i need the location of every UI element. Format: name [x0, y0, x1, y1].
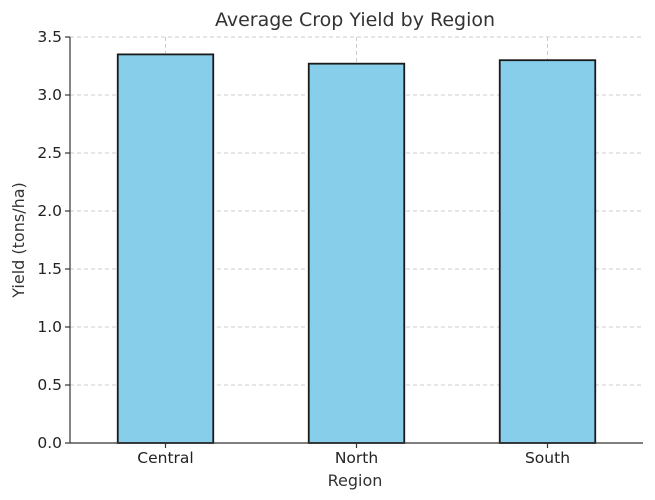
- y-tick-label: 3.5: [37, 28, 62, 46]
- y-tick-label: 3.0: [37, 86, 62, 104]
- x-axis-label: Region: [328, 471, 383, 490]
- bars-layer: [116, 53, 597, 444]
- y-tick-label: 0.0: [37, 434, 62, 452]
- x-tick-label: South: [525, 449, 570, 467]
- y-tick-label: 2.5: [37, 144, 62, 162]
- x-tick-label: North: [335, 449, 378, 467]
- bar-north: [307, 62, 406, 444]
- bar-south: [498, 59, 597, 444]
- y-tick-label: 0.5: [37, 376, 62, 394]
- y-axis-label: Yield (tons/ha): [9, 182, 28, 299]
- y-tick-label: 1.5: [37, 260, 62, 278]
- y-tick-label: 1.0: [37, 318, 62, 336]
- x-tick-label: Central: [137, 449, 193, 467]
- y-tick-label: 2.0: [37, 202, 62, 220]
- ticks-layer: 0.0 0.5 1.0 1.5 2.0 2.5 3.0 3.5 Central North Sout…: [37, 28, 570, 467]
- bar-central: [116, 53, 215, 444]
- chart-title: Average Crop Yield by Region: [215, 9, 495, 31]
